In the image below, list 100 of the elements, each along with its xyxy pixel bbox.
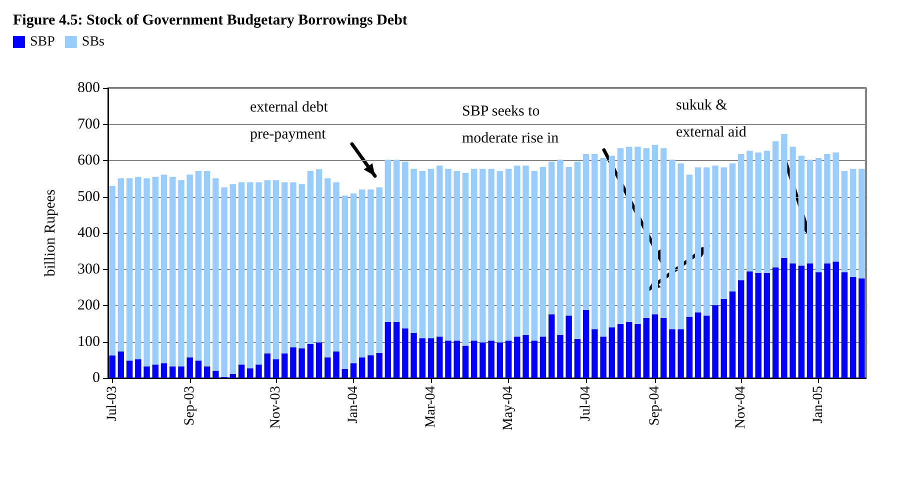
bar: [152, 364, 158, 378]
bar: [368, 355, 374, 378]
bar: [170, 176, 176, 366]
bar: [316, 169, 322, 342]
bar: [126, 178, 133, 361]
bar: [824, 154, 830, 264]
bar: [540, 336, 546, 378]
bar: [764, 150, 770, 273]
bar: [256, 182, 262, 365]
bar: [298, 184, 305, 348]
x-tick-label: May-04: [501, 386, 516, 430]
bar: [109, 186, 116, 356]
bar: [522, 166, 529, 335]
bar: [152, 176, 158, 365]
bar: [290, 182, 296, 348]
chart-title: Figure 4.5: Stock of Government Budgetary Borrowings Debt: [13, 12, 408, 28]
bar: [160, 363, 168, 378]
bar: [342, 368, 348, 378]
annotation: SBP seeks to moderate rise in: [462, 104, 560, 146]
bar: [281, 353, 288, 378]
y-tick-label: 600: [78, 152, 100, 168]
bar: [144, 366, 150, 378]
bar: [850, 276, 856, 378]
bar: [514, 166, 520, 337]
bar: [272, 359, 280, 378]
bar: [144, 178, 150, 366]
bar: [230, 184, 236, 374]
bar: [505, 340, 512, 378]
bar: [806, 160, 814, 264]
y-axis-title: billion Rupees: [42, 189, 58, 277]
bar: [841, 272, 848, 378]
bar: [419, 171, 426, 338]
bar: [669, 160, 676, 330]
x-tick-label: Nov-04: [734, 386, 749, 429]
bar: [350, 193, 357, 364]
bar: [470, 168, 478, 341]
bar: [841, 171, 848, 272]
bar: [574, 162, 581, 339]
bar: [238, 364, 245, 378]
bar: [574, 338, 581, 378]
bar: [678, 329, 684, 378]
legend-label: SBs: [82, 34, 104, 50]
y-tick-label: 200: [78, 298, 100, 314]
bar: [694, 167, 702, 312]
bar: [324, 178, 331, 358]
bar: [738, 280, 744, 378]
x-tick-label: Mar-04: [424, 386, 439, 428]
bar: [720, 167, 727, 299]
bar: [428, 338, 434, 378]
bar: [436, 166, 443, 337]
bar: [256, 364, 262, 378]
bar: [368, 190, 374, 356]
bar: [694, 312, 702, 378]
bar: [238, 182, 245, 365]
bar: [712, 305, 718, 378]
bar: [816, 158, 822, 272]
bar: [582, 310, 590, 378]
bar: [376, 352, 382, 378]
bar: [204, 171, 210, 366]
bar: [505, 168, 512, 341]
bar: [566, 316, 572, 378]
bar: [755, 152, 762, 273]
bar: [126, 360, 133, 378]
bar: [540, 167, 546, 337]
bar: [755, 272, 762, 378]
y-tick-label: 0: [92, 370, 100, 386]
x-tick-label: Jul-04: [578, 386, 594, 421]
bar: [704, 167, 710, 316]
bar: [118, 352, 124, 378]
bar: [720, 298, 727, 378]
y-tick-label: 800: [78, 80, 100, 96]
bar: [324, 357, 331, 378]
bar: [281, 182, 288, 354]
bar: [393, 322, 400, 378]
bar: [858, 168, 865, 278]
bar: [798, 266, 804, 378]
bar: [186, 357, 193, 378]
bar: [548, 314, 555, 378]
bar: [772, 267, 779, 378]
bar: [410, 333, 417, 378]
bar: [566, 167, 572, 316]
bar: [557, 334, 564, 378]
bar: [264, 353, 270, 378]
bar: [462, 346, 469, 378]
bar: [600, 336, 606, 378]
bar: [850, 168, 856, 277]
bar: [496, 171, 504, 342]
bar: [781, 134, 788, 258]
bar: [170, 366, 176, 378]
bar: [729, 291, 736, 378]
bar: [160, 174, 168, 364]
bar: [221, 187, 228, 377]
bar: [342, 196, 348, 369]
bar: [531, 171, 538, 341]
bar: [626, 322, 632, 378]
bar: [617, 324, 624, 378]
bar: [764, 272, 770, 378]
bar: [109, 356, 116, 378]
bar: [704, 316, 710, 378]
bar: [428, 168, 434, 338]
